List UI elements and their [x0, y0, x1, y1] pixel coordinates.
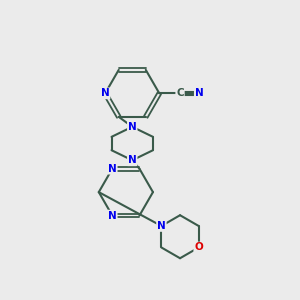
Text: N: N: [101, 88, 110, 98]
Text: N: N: [108, 211, 117, 220]
Text: C: C: [176, 88, 184, 98]
Text: O: O: [194, 242, 203, 253]
Text: N: N: [195, 88, 203, 98]
Text: N: N: [108, 164, 117, 174]
Text: N: N: [128, 122, 136, 132]
Text: N: N: [157, 221, 166, 231]
Text: N: N: [128, 155, 136, 165]
